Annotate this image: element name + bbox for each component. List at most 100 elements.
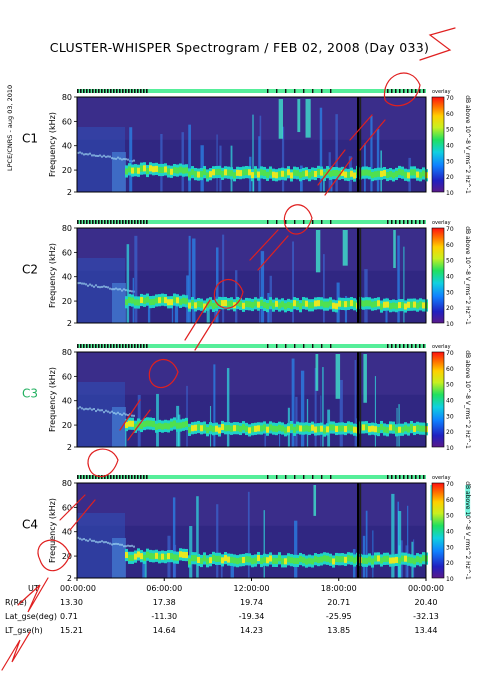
panel-c3: overlay 2 20 40 60 80 Frequency (kHz) C3 10 20 30 4… (22, 344, 471, 452)
plasma-line (115, 157, 117, 160)
band-core (254, 169, 257, 176)
y-tick-label: 2 (67, 188, 72, 197)
ephemeris-value: 13.44 (415, 626, 438, 635)
band-core (257, 425, 260, 432)
colorbar-tick-label: 50 (446, 513, 454, 520)
plasma-line (123, 412, 125, 415)
band-core (197, 171, 200, 178)
band-core (161, 553, 164, 560)
ephemeris-value: -32.13 (413, 612, 439, 621)
colorbar-tick-label: 30 (446, 158, 454, 165)
status-tick (419, 89, 421, 93)
band-core (236, 169, 239, 176)
band-core (170, 299, 173, 306)
plasma-line (103, 541, 105, 544)
band-core (239, 300, 242, 308)
band-core (338, 425, 341, 432)
status-tick (95, 344, 97, 348)
data-gap (357, 352, 360, 447)
plasma-line (83, 282, 85, 285)
status-tick (134, 475, 136, 479)
status-tick (89, 344, 91, 348)
band-core (182, 421, 185, 428)
band-core (143, 165, 146, 172)
status-tick (415, 344, 417, 348)
band-core (215, 301, 218, 308)
band-core (212, 169, 215, 176)
status-tick (119, 344, 121, 348)
emission-streak (322, 367, 324, 447)
band-core (296, 300, 299, 308)
status-tick (267, 89, 269, 93)
ephemeris-value: 13.30 (60, 598, 83, 607)
y-tick-label: 60 (62, 503, 72, 512)
colorbar-tick-label: 70 (446, 350, 454, 357)
status-tick (411, 344, 413, 348)
status-tick (122, 89, 124, 93)
band-core (338, 170, 341, 177)
band-core (332, 170, 335, 177)
colorbar: 10 20 30 40 50 60 70 dB above 10^-8 V_rms^2 Hz^… (431, 95, 471, 197)
band-core (278, 171, 281, 178)
band-core (380, 170, 383, 177)
plasma-line (113, 157, 115, 160)
status-tick (391, 220, 393, 224)
band-core (404, 555, 407, 562)
band-core (386, 555, 389, 562)
status-tick (131, 475, 133, 479)
plasma-line (113, 412, 115, 415)
band-core (293, 557, 296, 564)
y-tick-label: 20 (62, 166, 72, 175)
plasma-line (97, 154, 99, 157)
band-core (392, 302, 395, 309)
status-tick (415, 475, 417, 479)
plasma-line (77, 536, 79, 539)
plasma-line (93, 407, 95, 410)
colorbar-tick-label: 50 (446, 127, 454, 134)
band-core (185, 552, 188, 559)
stamp-annotation (1, 27, 456, 671)
emission-streak (397, 235, 400, 323)
emission-streak (230, 555, 234, 578)
status-strip-bar (77, 89, 426, 93)
status-strip: overlay (77, 220, 451, 226)
plasma-line (89, 407, 91, 410)
band-core (284, 427, 287, 434)
emission-burst (363, 354, 367, 403)
status-tick (395, 475, 397, 479)
plasma-line (79, 151, 81, 154)
band-core (269, 169, 272, 176)
emission-streak (235, 270, 238, 323)
status-strip: overlay (77, 344, 451, 350)
band-core (341, 169, 344, 176)
colorbar: 10 20 30 40 50 60 70 dB above 10^-8 V_rms^2 Hz^… (431, 226, 471, 328)
band-core (347, 555, 350, 562)
band-core (209, 300, 212, 307)
band-core (251, 172, 254, 179)
colorbar-label: dB above 10^-8 V_rms^2 Hz^-1 (464, 226, 471, 325)
status-tick (407, 89, 409, 93)
band-core (311, 302, 314, 309)
band-core (374, 301, 377, 308)
emission-streak (258, 136, 261, 192)
emission-burst (313, 485, 317, 516)
status-tick (423, 220, 425, 224)
band-core (251, 426, 254, 433)
band-core (179, 551, 182, 558)
plasma-line (87, 539, 89, 542)
band-core (155, 297, 158, 304)
plasma-line (117, 288, 119, 291)
ephemeris-value: 00:00:00 (60, 584, 96, 593)
band-core (161, 166, 164, 174)
band-core (329, 556, 332, 563)
band-core (155, 552, 158, 559)
emission-streak (372, 530, 374, 578)
status-tick (104, 220, 106, 224)
band-core (422, 555, 425, 562)
ephemeris-row-label: UT (28, 584, 39, 593)
emission-streak (323, 171, 325, 192)
mode-label: overlay (432, 475, 451, 481)
band-core (368, 426, 371, 433)
early-emission (112, 538, 126, 578)
plasma-line (133, 414, 135, 417)
